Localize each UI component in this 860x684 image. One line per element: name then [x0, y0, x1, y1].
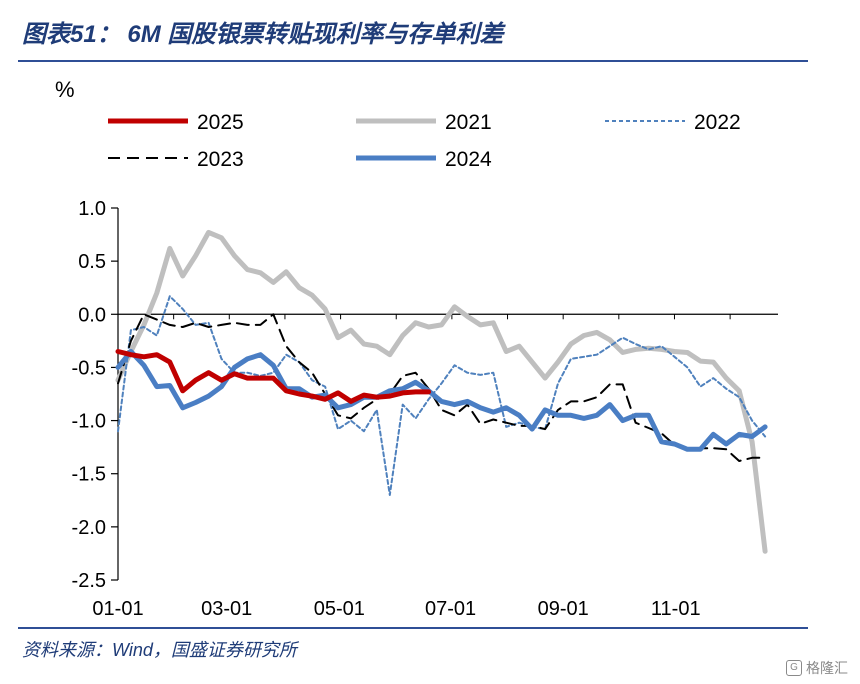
source-note: 资料来源：Wind，国盛证券研究所 — [22, 640, 297, 660]
legend-label-2021: 2021 — [445, 111, 492, 134]
y-tick-label: -0.5 — [72, 357, 106, 379]
chart-title: 图表51： 6M 国股银票转贴现利率与存单利差 — [22, 21, 504, 48]
source-rule — [18, 627, 808, 629]
legend-label-2024: 2024 — [445, 148, 492, 171]
y-axis-unit-label: % — [55, 77, 75, 102]
legend-label-2025: 2025 — [197, 111, 244, 134]
y-tick-label: -2.0 — [72, 517, 106, 539]
plot-area — [115, 229, 768, 554]
series-line-2022 — [117, 295, 767, 496]
series-line-2021 — [115, 229, 768, 554]
y-tick-label: -1.0 — [72, 411, 106, 433]
y-tick-label: -2.5 — [72, 570, 106, 592]
x-tick-label: 07-01 — [425, 598, 476, 620]
watermark-text: 格隆汇 — [806, 660, 848, 676]
x-tick-label: 11-01 — [651, 598, 701, 620]
y-tick-label: 0.5 — [78, 251, 106, 273]
y-tick-label: 0.0 — [78, 304, 106, 326]
series-line-2024 — [115, 349, 768, 452]
x-tick-label: 05-01 — [314, 598, 365, 620]
x-tick-label: 09-01 — [538, 598, 589, 620]
series-line-2023 — [117, 313, 767, 462]
legend: 2025 2021 2022 2023 2024 — [108, 111, 741, 171]
legend-label-2022: 2022 — [694, 111, 741, 134]
y-tick-label: 1.0 — [78, 198, 106, 220]
title-rule — [18, 60, 808, 62]
watermark: G 格隆汇 — [786, 658, 848, 678]
x-tick-label: 01-01 — [92, 598, 143, 620]
series-line-2025 — [115, 349, 432, 404]
x-tick-label: 03-01 — [201, 598, 252, 620]
legend-label-2023: 2023 — [197, 148, 244, 171]
y-tick-label: -1.5 — [72, 464, 106, 486]
watermark-logo-icon: G — [786, 660, 802, 676]
